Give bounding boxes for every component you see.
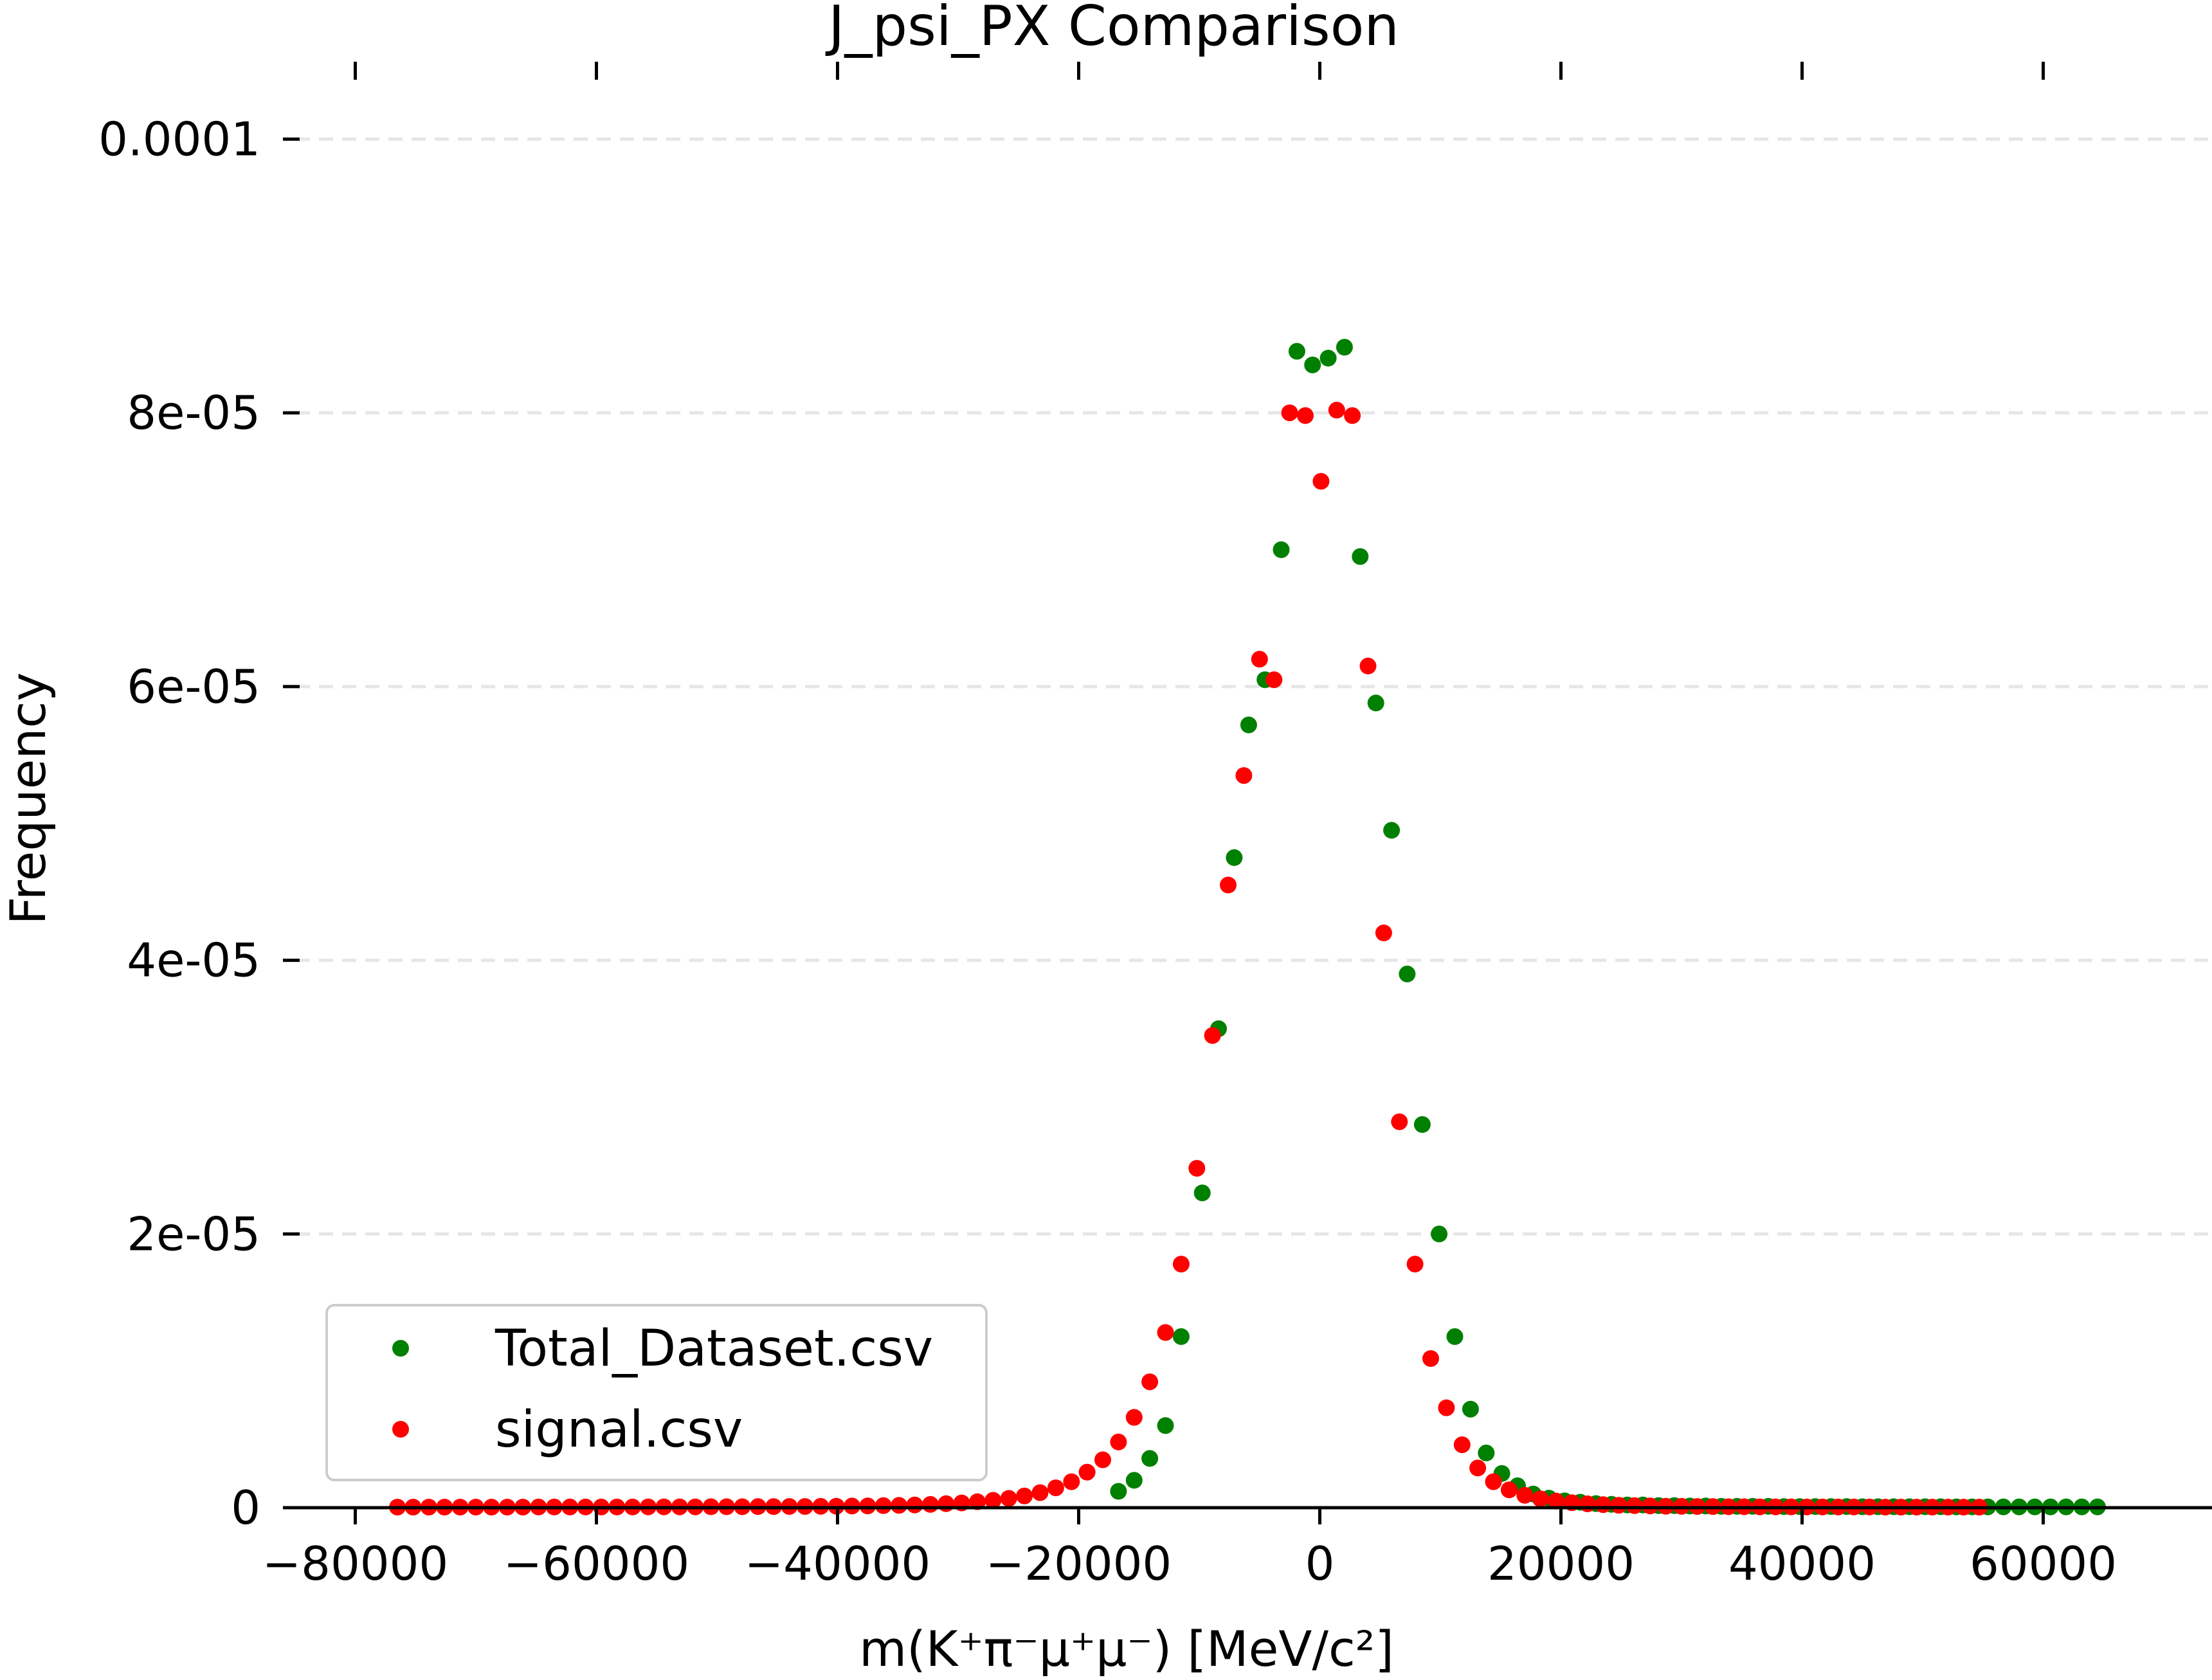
data-point (1016, 1487, 1033, 1504)
data-point (1548, 1492, 1564, 1510)
data-point (1125, 1409, 1143, 1426)
data-point (1642, 1497, 1659, 1515)
y-axis-title: Frequency (0, 673, 57, 925)
data-point (1288, 343, 1305, 360)
y-tick-label: 2e-05 (127, 1207, 260, 1261)
data-point (1251, 651, 1268, 668)
legend-box (325, 1304, 988, 1481)
data-point (1336, 339, 1353, 356)
y-tick-label: 4e-05 (127, 934, 260, 988)
x-tick-label: −80000 (262, 1537, 448, 1591)
x-tick-label: 60000 (1970, 1537, 2117, 1591)
chart-title: J_psi_PX Comparison (825, 0, 1399, 59)
data-point (1579, 1495, 1596, 1512)
data-point (1240, 716, 1257, 734)
data-point (1281, 404, 1298, 422)
data-point (844, 1497, 860, 1515)
x-tick-label: 0 (1305, 1537, 1335, 1591)
data-point (875, 1497, 892, 1514)
legend-label-signal: signal.csv (495, 1401, 743, 1459)
data-point (1078, 1463, 1096, 1481)
data-point (1172, 1256, 1190, 1273)
data-point (1626, 1497, 1643, 1514)
y-tick-label: 0 (231, 1481, 260, 1535)
y-tick-label: 6e-05 (127, 660, 260, 714)
data-point (1193, 1184, 1211, 1202)
data-point (1500, 1481, 1518, 1499)
data-point (1383, 822, 1401, 839)
data-point (921, 1495, 939, 1513)
data-point (1406, 1256, 1424, 1273)
data-point (1265, 671, 1283, 689)
data-point (1063, 1473, 1080, 1490)
data-point (938, 1495, 955, 1512)
legend-marker-total-dataset (392, 1340, 409, 1357)
data-point (1610, 1497, 1627, 1514)
data-point (1532, 1490, 1549, 1508)
data-point (1141, 1373, 1159, 1391)
data-point (1235, 767, 1253, 784)
data-point (1431, 1225, 1448, 1243)
legend: Total_Dataset.csv signal.csv (325, 1304, 988, 1481)
data-point (1516, 1486, 1534, 1504)
data-point (1157, 1324, 1174, 1341)
data-point (1446, 1328, 1464, 1345)
data-point (1273, 541, 1290, 558)
y-tick-label: 0.0001 (98, 112, 260, 166)
data-point (1438, 1399, 1455, 1416)
data-point (1172, 1328, 1190, 1345)
x-ticks: −80000 −60000 −40000 −20000 0 20000 40000 60000 (262, 62, 2117, 1591)
data-point (1453, 1436, 1471, 1454)
data-point (891, 1497, 908, 1514)
data-point (1319, 350, 1337, 366)
x-tick-label: 40000 (1728, 1537, 1876, 1591)
data-point (1110, 1433, 1127, 1450)
x-tick-label: −20000 (986, 1537, 1172, 1591)
data-point (1204, 1027, 1221, 1044)
data-point (1367, 694, 1384, 712)
data-point (1297, 407, 1314, 424)
data-point (1399, 965, 1416, 982)
legend-label-total-dataset: Total_Dataset.csv (494, 1320, 933, 1378)
data-point (1422, 1350, 1439, 1367)
data-point (1485, 1473, 1502, 1490)
legend-marker-signal (392, 1421, 409, 1438)
data-point (1469, 1459, 1487, 1477)
data-point (1304, 356, 1321, 374)
data-point (1352, 548, 1369, 565)
data-point (1359, 657, 1377, 674)
data-point (906, 1496, 923, 1513)
data-point (1141, 1450, 1159, 1467)
y-ticks: 0 2e-05 4e-05 6e-05 8e-05 0.0001 (98, 112, 300, 1535)
data-point (1157, 1417, 1174, 1434)
data-point (1226, 849, 1243, 866)
data-point (969, 1493, 986, 1510)
data-point (1188, 1160, 1206, 1177)
data-point (1125, 1472, 1143, 1489)
data-point (1344, 407, 1361, 424)
data-point (1328, 401, 1345, 419)
data-point (1110, 1483, 1127, 1500)
data-point (1391, 1113, 1408, 1130)
y-tick-label: 8e-05 (127, 386, 260, 440)
data-point (859, 1497, 876, 1515)
data-point (1595, 1496, 1612, 1513)
data-point (1462, 1400, 1479, 1418)
data-point (1094, 1451, 1111, 1468)
x-tick-label: 20000 (1487, 1537, 1635, 1591)
x-tick-label: −40000 (745, 1537, 930, 1591)
data-point (1047, 1479, 1064, 1497)
data-point (1000, 1490, 1017, 1507)
grid-layer (296, 137, 2212, 1236)
data-point (1312, 473, 1330, 490)
data-point (1031, 1484, 1049, 1501)
data-point (1375, 925, 1392, 941)
data-point (1220, 876, 1237, 894)
data-point (1413, 1116, 1431, 1133)
data-point (1478, 1444, 1495, 1461)
data-point (984, 1492, 1002, 1509)
x-axis-title: m(K⁺π⁻μ⁺μ⁻) [MeV/c²] (859, 1620, 1394, 1677)
x-tick-label: −60000 (503, 1537, 689, 1591)
